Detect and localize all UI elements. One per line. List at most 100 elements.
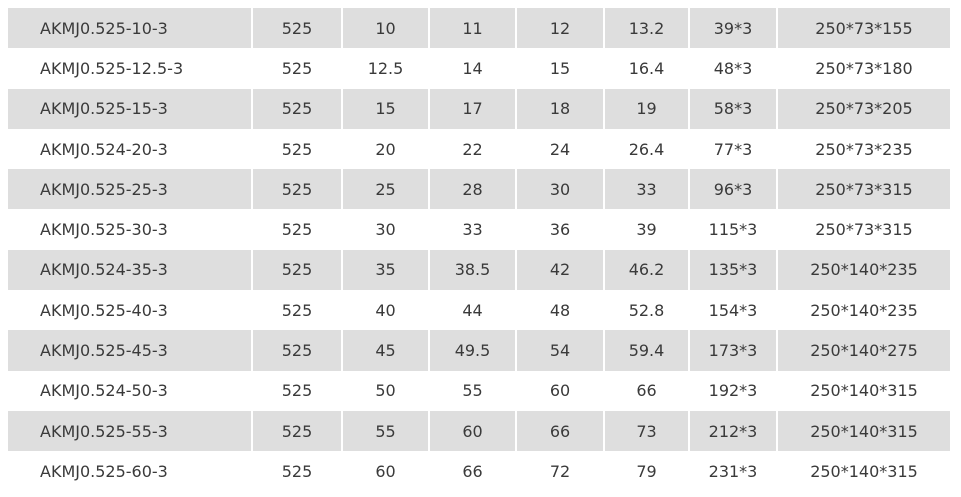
table-cell: 35 [343,249,430,291]
table-cell: 38.5 [430,249,517,291]
table-cell: 13.2 [605,8,690,49]
table-cell: 66 [430,451,517,492]
model-cell: AKMJ0.525-12.5-3 [8,48,253,89]
table-cell: 525 [253,48,343,89]
table-cell: 45 [343,330,430,371]
table-cell: 250*140*275 [810,341,918,361]
table-cell: 250*73*315 [815,179,913,199]
model-cell: AKMJ0.525-60-3 [8,451,253,492]
table-cell: 212*3 [690,410,778,452]
table-cell: 16.4 [605,48,690,89]
table-cell: 33 [605,169,690,210]
table-row: AKMJ0.525-12.5-3 525 12.5 14 15 16.4 48*3 250*7… [8,48,950,89]
model-cell: AKMJ0.524-50-3 [8,370,253,411]
table-cell: 79 [605,451,690,492]
table-cell: 58*3 [690,88,778,129]
table-cell: 72 [517,451,605,492]
model-cell: AKMJ0.524-20-3 [8,128,253,170]
table-cell: 250*73*235 [815,139,913,159]
model-cell: AKMJ0.524-35-3 [8,249,253,291]
table-cell: 525 [253,88,343,129]
table-cell: 66 [517,410,605,452]
table-cell: 525 [253,451,343,492]
table-cell: 525 [253,8,343,49]
table-cell: 525 [253,410,343,452]
table-cell: 25 [343,169,430,210]
table-cell: 55 [343,410,430,452]
table-cell: 30 [517,169,605,210]
table-cell: 250*140*235 [810,300,918,320]
table-cell: 60 [517,370,605,411]
table-cell: 46.2 [605,249,690,291]
table-cell: 173*3 [690,330,778,371]
table-cell: 525 [253,370,343,411]
table-cell: 39 [605,209,690,250]
table-cell: 135*3 [690,249,778,291]
table-cell: 12 [517,8,605,49]
model-cell: AKMJ0.525-55-3 [8,410,253,452]
table-cell: 192*3 [690,370,778,411]
table-cell: 60 [343,451,430,492]
table-cell: 59.4 [605,330,690,371]
table-cell: 525 [253,169,343,210]
table-cell: 19 [605,88,690,129]
table-cell: 250*73*180 [815,58,913,78]
table-cell: 250*140*315 [810,461,918,481]
model-cell: AKMJ0.525-45-3 [8,330,253,371]
table-row: AKMJ0.524-35-3 525 35 38.5 42 46.2 135*3 250*14… [8,249,950,291]
table-row: AKMJ0.524-50-3 525 50 55 60 66 192*3 250*140*31… [8,370,950,411]
table-cell: 55 [430,370,517,411]
table-cell: 250*73*155 [815,18,913,38]
table-row: AKMJ0.525-45-3 525 45 49.5 54 59.4 173*3 250*14… [8,330,950,371]
table-cell: 30 [343,209,430,250]
table-cell: 24 [517,128,605,170]
table-cell: 22 [430,128,517,170]
table-row: AKMJ0.525-40-3 525 40 44 48 52.8 154*3 250*140*… [8,290,950,331]
table-row: AKMJ0.525-25-3 525 25 28 30 33 96*3 250*73*315 [8,169,950,210]
table-cell: 52.8 [605,290,690,331]
table-row: AKMJ0.524-20-3 525 20 22 24 26.4 77*3 250*73*23… [8,128,950,170]
model-cell: AKMJ0.525-25-3 [8,169,253,210]
table-cell: 40 [343,290,430,331]
table-cell: 50 [343,370,430,411]
table-cell: 42 [517,249,605,291]
table-cell: 250*73*205 [815,99,913,119]
table-cell: 15 [517,48,605,89]
table-cell: 48 [517,290,605,331]
table-row: AKMJ0.525-10-3 525 10 11 12 13.2 39*3 250*73*15… [8,8,950,49]
table-cell: 33 [430,209,517,250]
table-cell: 36 [517,209,605,250]
table-cell: 17 [430,88,517,129]
table-cell: 39*3 [690,8,778,49]
table-cell: 14 [430,48,517,89]
table-cell: 44 [430,290,517,331]
table-cell: 15 [343,88,430,129]
table-cell: 96*3 [690,169,778,210]
table-row: AKMJ0.525-55-3 525 55 60 66 73 212*3 250*140*31… [8,410,950,452]
table-cell: 525 [253,128,343,170]
table-cell: 250*140*235 [810,260,918,280]
table-row: AKMJ0.525-30-3 525 30 33 36 39 115*3 250*73*315 [8,209,950,250]
table-cell: 115*3 [690,209,778,250]
table-cell: 10 [343,8,430,49]
model-cell: AKMJ0.525-40-3 [8,290,253,331]
table-cell: 231*3 [690,451,778,492]
model-cell: AKMJ0.525-15-3 [8,88,253,129]
table-cell: 66 [605,370,690,411]
table-cell: 12.5 [343,48,430,89]
table-cell: 49.5 [430,330,517,371]
table-cell: 154*3 [690,290,778,331]
table-cell: 48*3 [690,48,778,89]
table-cell: 250*140*315 [810,381,918,401]
table-cell: 77*3 [690,128,778,170]
table-cell: 11 [430,8,517,49]
table-cell: 250*140*315 [810,421,918,441]
table-cell: 18 [517,88,605,129]
table-row: AKMJ0.525-15-3 525 15 17 18 19 58*3 250*73*205 [8,88,950,129]
table-cell: 250*73*315 [815,220,913,240]
table-cell: 525 [253,330,343,371]
table-cell: 525 [253,290,343,331]
model-cell: AKMJ0.525-10-3 [8,8,253,49]
model-cell: AKMJ0.525-30-3 [8,209,253,250]
table-cell: 54 [517,330,605,371]
